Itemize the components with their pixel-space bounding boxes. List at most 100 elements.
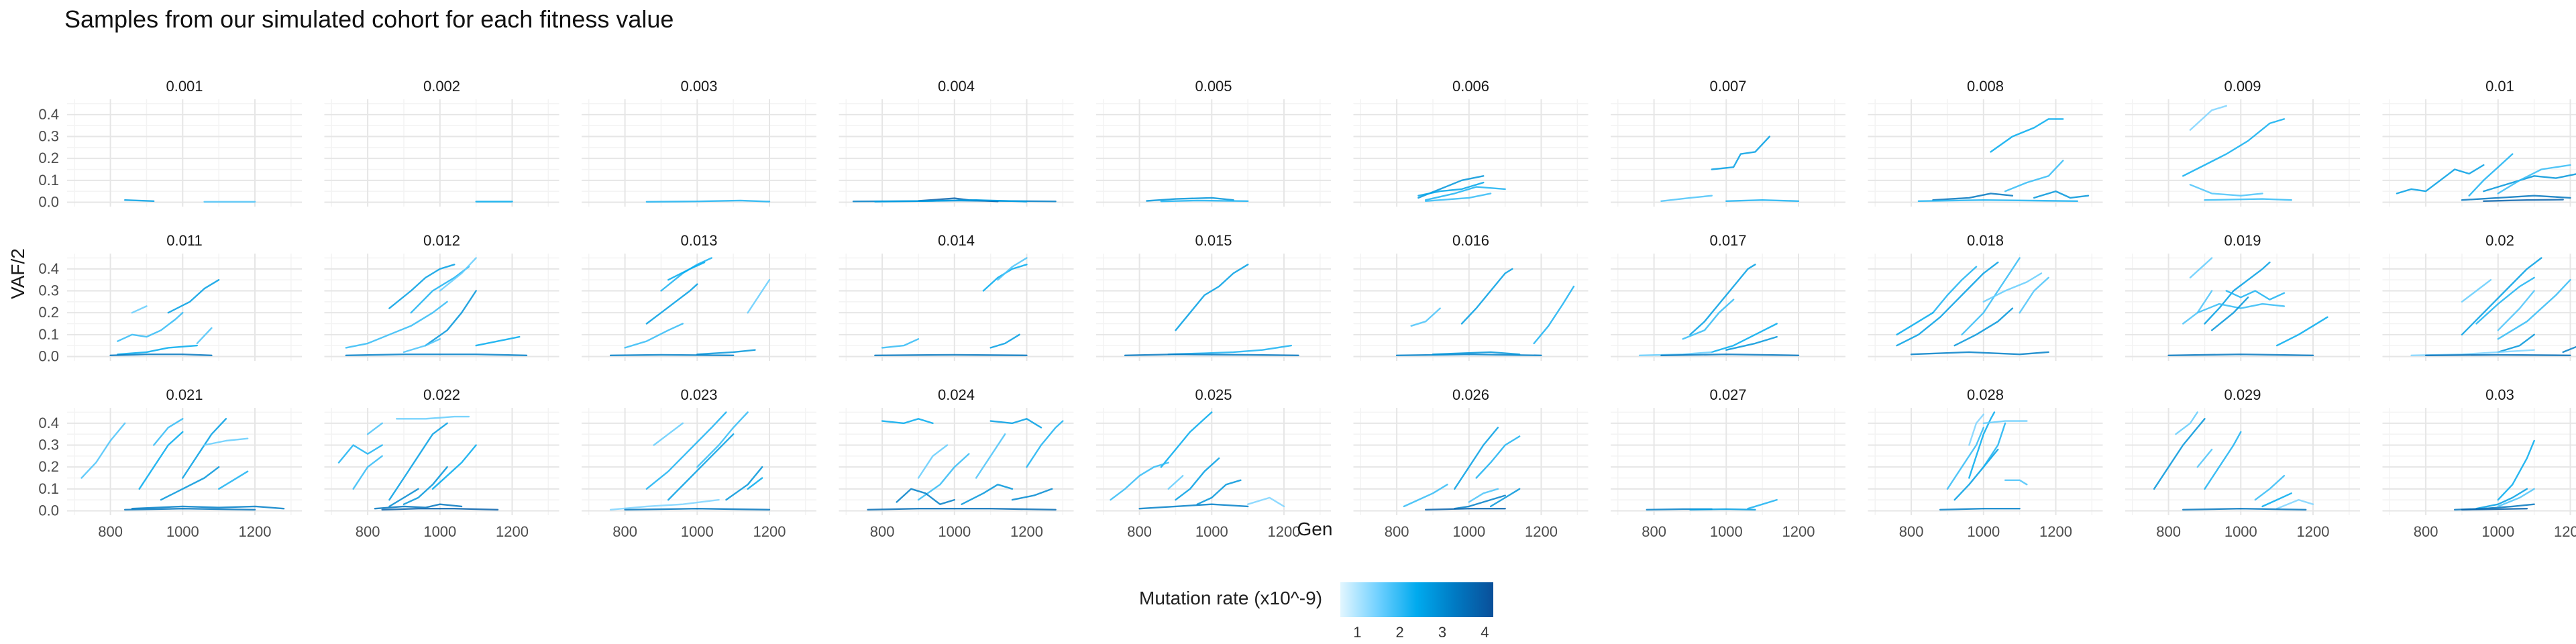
series-line [402,338,441,354]
series-line [124,508,256,511]
series-line [1425,508,1506,511]
series-line [645,411,727,490]
series-line [2167,354,2314,356]
facet-label: 0.001 [166,78,203,95]
facet-label: 0.009 [2224,78,2261,95]
facet-label: 0.025 [1195,386,1232,403]
series-line [1968,413,1984,446]
facet-label: 0.027 [1709,386,1746,403]
x-tick-label: 800 [1899,523,1924,540]
series-line [1454,494,1506,510]
x-tick-label: 1000 [1967,523,2000,540]
x-tick-label: 1000 [1452,523,1485,540]
facet-label: 0.01 [2485,78,2514,95]
series-line [1682,299,1735,340]
series-line [1425,193,1492,202]
y-tick-label: 0.3 [38,282,59,299]
series-line [182,418,227,479]
legend-tick-label: 3 [1438,624,1447,641]
facet-label: 0.03 [2485,386,2514,403]
facet-panel: 0.003 [582,78,816,207]
facet-panel: 0.001 0.0 0.1 0.2 0.3 0.4 [38,78,302,210]
series-line [2182,118,2286,177]
series-line [1533,285,1575,345]
x-tick-label: 1200 [1782,523,1815,540]
series-line [1468,488,1499,503]
facet-label: 0.003 [680,78,717,95]
facet-panel: 0.012 [324,232,559,361]
x-tick-label: 1000 [681,523,714,540]
series-line [345,301,448,349]
series-line [896,488,955,505]
series-line [2196,303,2286,314]
y-axis-label: VAF/2 [7,248,28,299]
series-line [1460,268,1513,325]
x-tick-label: 800 [612,523,637,540]
x-tick-label: 800 [1642,523,1666,540]
facet-panel: 0.006 [1353,78,1589,207]
series-line [124,199,155,202]
legend-tick [1442,617,1443,623]
series-line [1167,475,1184,490]
series-line [2189,184,2263,197]
series-line [881,418,934,425]
series-line [2497,333,2535,354]
series-line [138,431,184,490]
facet-panel: 0.011 0.0 0.1 0.2 0.3 0.4 [38,232,302,364]
facet-panel: 0.017 [1611,232,1845,361]
series-line [2175,411,2198,435]
facet-label: 0.002 [423,78,460,95]
series-line [80,422,126,479]
series-line [1454,427,1499,490]
series-line [1175,457,1220,501]
x-tick-label: 1000 [938,523,971,540]
facet-panel: 0.026 800 1000 1200 [1353,386,1589,540]
series-line [366,422,383,435]
series-line [1167,344,1292,356]
facet-panel: 0.024 800 1000 1200 [839,386,1074,540]
legend-tick-label: 1 [1353,624,1362,641]
series-line [402,466,448,505]
series-line [431,444,477,490]
facet-label: 0.02 [2485,232,2514,249]
facet-panel: 0.008 [1868,78,2103,207]
x-tick-label: 1200 [2297,523,2330,540]
series-line [917,444,949,479]
facet-panel: 0.023 800 1000 1200 [582,386,816,540]
x-tick-label: 1200 [1525,523,1558,540]
series-line [1160,411,1213,468]
facet-panel: 0.007 [1611,78,1845,207]
facet-label: 0.012 [423,232,460,249]
series-line [1939,508,2021,511]
facet-panel: 0.014 [839,232,1074,361]
series-line [2033,190,2090,199]
facet-label: 0.022 [423,386,460,403]
series-line [117,312,184,342]
series-line [997,257,1028,281]
facet-panel: 0.027 800 1000 1200 [1611,386,1845,540]
series-line [624,508,771,511]
series-line [2196,448,2213,468]
legend-colorbar [1340,582,1493,617]
x-tick-label: 1200 [239,523,272,540]
legend-tick-label: 2 [1395,624,1404,641]
x-axis-label: Gen [1297,519,1333,539]
facet-panel: 0.01 [2382,78,2576,207]
series-line [2461,279,2492,303]
series-line [1175,264,1249,331]
series-line [609,498,720,511]
series-line [1711,323,1778,354]
series-line [1932,193,2014,201]
series-line [2497,279,2571,340]
series-line [160,466,220,501]
series-line [131,305,148,314]
series-line [374,503,463,510]
y-tick-label: 0.0 [38,347,59,364]
facet-panel: 0.009 [2125,78,2360,207]
series-line [2211,297,2249,331]
series-line [2483,173,2576,193]
facet-label: 0.029 [2224,386,2261,403]
facet-label: 0.021 [166,386,203,403]
series-line [2182,508,2307,511]
series-line [1932,266,1978,314]
